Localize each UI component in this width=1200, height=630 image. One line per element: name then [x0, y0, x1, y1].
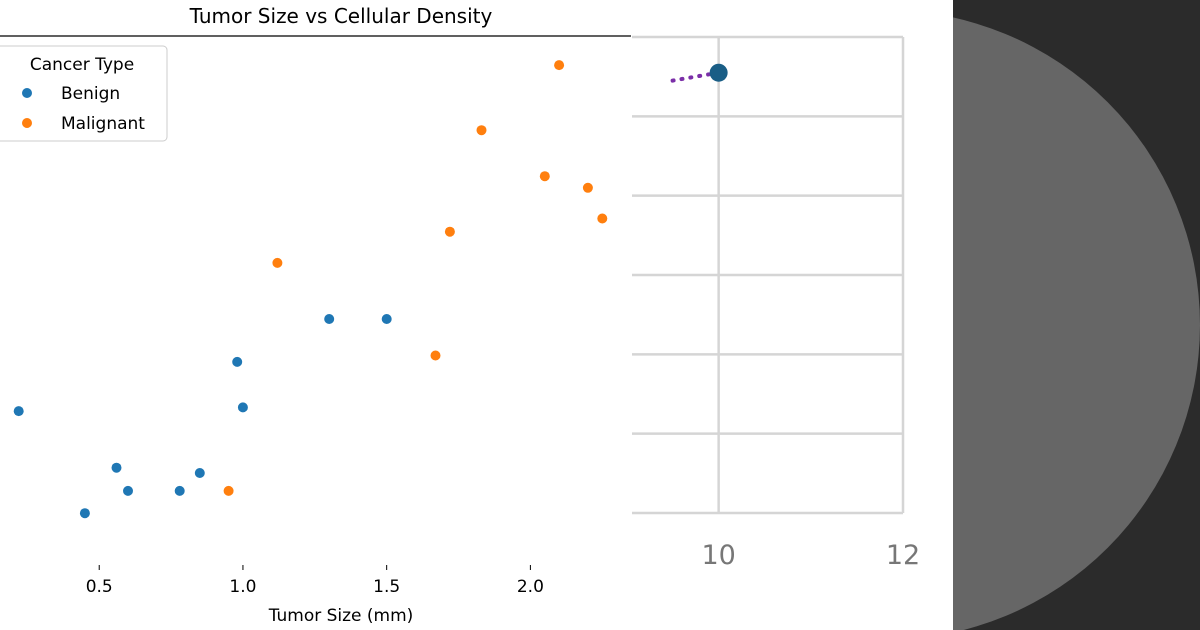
legend-entry-benign: Benign	[61, 84, 120, 104]
point-benign-8	[324, 314, 335, 324]
scatter-points	[13, 60, 608, 519]
legend-title: Cancer Type	[30, 55, 134, 75]
backdrop	[953, 0, 1200, 630]
point-benign-2	[111, 462, 122, 473]
point-benign-1	[79, 508, 90, 519]
point-malignant-5	[539, 171, 550, 182]
point-malignant-6	[554, 60, 565, 71]
x-axis-label: Tumor Size (mm)	[268, 606, 414, 626]
x-tick-label: 1.5	[373, 577, 400, 597]
legend-marker-benign	[22, 88, 32, 98]
grid-lines	[632, 35, 905, 515]
grid-chart: 10 12	[632, 35, 920, 571]
point-malignant-0	[223, 485, 234, 496]
point-malignant-7	[582, 182, 593, 193]
point-benign-4	[174, 485, 185, 496]
grid-x-tick-label: 10	[701, 540, 735, 571]
point-malignant-1	[272, 257, 283, 268]
grid-x-tick-label: 12	[886, 540, 920, 571]
legend-marker-malignant	[22, 118, 32, 128]
legend: Cancer Type Benign Malignant	[0, 45, 168, 142]
point-benign-7	[237, 402, 248, 413]
x-tick-label: 0.5	[86, 577, 113, 597]
chart-title: Tumor Size vs Cellular Density	[189, 4, 493, 28]
point-benign-6	[232, 356, 243, 367]
point-benign-5	[194, 468, 205, 478]
point-benign-9	[381, 314, 392, 324]
x-axis-ticks: 0.5 1.0 1.5 2.0	[86, 565, 544, 597]
point-malignant-4	[476, 125, 487, 136]
point-malignant-2	[430, 350, 441, 361]
legend-entry-malignant: Malignant	[61, 114, 145, 134]
x-tick-label: 2.0	[517, 577, 544, 597]
x-tick-label: 1.0	[229, 577, 256, 597]
grey-circle	[953, 17, 1200, 630]
grid-x-ticks: 10 12	[701, 540, 920, 571]
scatter-chart: Tumor Size vs Cellular Density 0.5 1.0 1.5…	[0, 4, 631, 626]
point-benign-0	[13, 406, 24, 417]
point-benign-3	[123, 485, 133, 496]
point-malignant-8	[597, 213, 608, 224]
highlight-marker	[709, 63, 728, 82]
grid-series	[670, 63, 728, 83]
legend-box	[0, 45, 168, 142]
point-malignant-3	[444, 226, 455, 237]
